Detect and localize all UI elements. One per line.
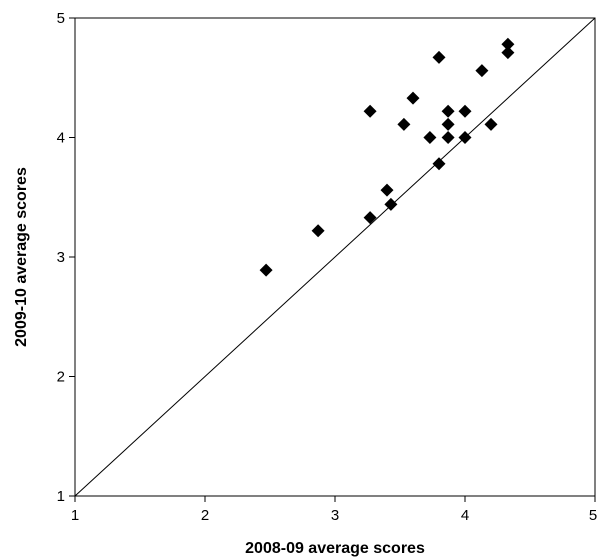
data-point-3: [363, 104, 377, 118]
data-point-6: [397, 117, 411, 131]
x-tick-label: 2: [201, 507, 209, 524]
identity-line: [74, 17, 596, 497]
y-tick-label: 4: [57, 130, 65, 147]
data-point-11: [441, 131, 455, 144]
y-tick-label: 5: [57, 10, 65, 27]
data-point-5: [384, 197, 398, 211]
data-point-7: [406, 91, 420, 105]
y-axis: 1 2 3 4 5: [57, 10, 75, 505]
x-axis: 1 2 3 4 5: [71, 496, 597, 524]
data-point-4: [380, 183, 394, 197]
y-tick-label: 2: [57, 369, 65, 386]
y-axis-title: 2009-10 average scores: [13, 167, 30, 347]
data-point-1: [311, 224, 325, 238]
x-tick-label: 3: [331, 507, 339, 524]
data-point-18: [501, 46, 515, 60]
data-point-9: [432, 157, 446, 171]
data-point-10: [432, 50, 446, 64]
data-point-8: [423, 131, 437, 144]
data-point-17: [484, 117, 498, 131]
x-axis-title: 2008-09 average scores: [245, 540, 425, 557]
data-points: [259, 37, 515, 277]
data-point-16: [475, 64, 489, 78]
x-tick-label: 5: [589, 507, 597, 524]
y-tick-label: 1: [57, 488, 65, 505]
data-point-0: [259, 263, 273, 277]
y-tick-label: 3: [57, 249, 65, 266]
data-point-12: [441, 117, 455, 131]
x-tick-label: 1: [71, 507, 79, 524]
data-point-13: [441, 104, 455, 118]
data-point-2: [363, 211, 377, 225]
data-point-15: [458, 104, 472, 118]
data-point-14: [458, 131, 472, 144]
x-tick-label: 4: [461, 507, 469, 524]
data-point-19: [501, 37, 515, 51]
